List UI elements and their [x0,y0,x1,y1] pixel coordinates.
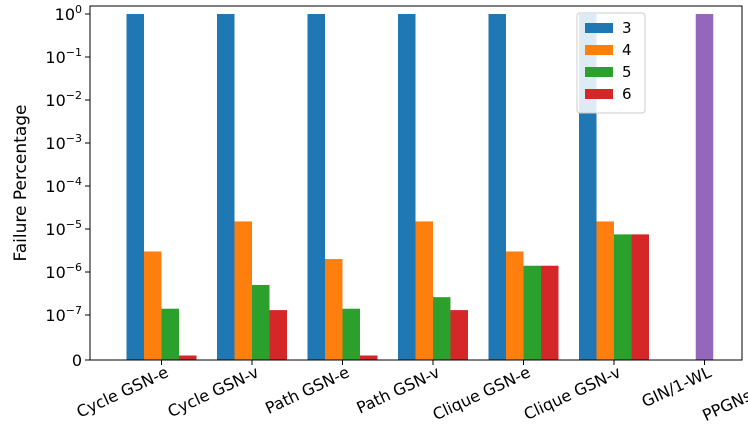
y-tick-label: 10−5 [45,218,82,239]
bar-series-6-1 [269,310,287,360]
legend-swatch-6 [585,89,613,99]
x-tick-label: Clique GSN-e [430,362,534,424]
y-tick-label: 10−7 [45,304,82,325]
legend-swatch-5 [585,67,613,77]
bar-series-4-5 [596,221,614,360]
bar-series-3-3 [398,14,416,360]
bar-series-3-4 [488,14,506,360]
legend-swatch-3 [585,23,613,33]
y-tick-label: 10−6 [45,261,82,282]
legend-box [576,12,646,114]
x-tick-label: Path GSN-e [262,362,352,417]
y-tick-label: 0 [72,351,82,370]
y-tick-label: 10−3 [45,132,82,153]
y-tick-label: 10−1 [45,46,82,67]
bar-series-5-5 [614,234,632,360]
bar-single-0 [695,14,714,360]
bar-series-6-2 [360,355,378,360]
y-tick-label: 10−4 [45,175,82,196]
bar-series-3-2 [307,14,325,360]
legend: 3 4 5 6 [576,12,646,114]
legend-swatch-4 [585,45,613,55]
x-tick-label: Clique GSN-v [521,362,624,423]
bar-series-6-0 [179,355,197,360]
bar-series-4-2 [325,259,343,360]
y-axis: 100 10−1 10−2 10−3 10−4 10−5 10−6 10−7 0 [45,3,90,370]
y-tick-label: 10−2 [45,89,82,110]
x-tick-label: Cycle GSN-e [73,362,171,421]
y-tick-label: 100 [55,3,82,24]
bar-series-6-4 [541,265,559,360]
bar-series-5-4 [523,265,541,360]
bar-series-6-5 [631,234,649,360]
legend-label-4: 4 [622,41,632,59]
bar-series-3-0 [126,14,144,360]
x-tick-label: Cycle GSN-v [165,362,262,421]
bar-series-4-1 [234,221,252,360]
x-tick-label: GIN/1-WL [639,362,715,411]
bar-series-4-4 [506,251,524,360]
plot-frame [89,5,743,361]
bar-series-5-0 [161,308,179,360]
bar-series-5-3 [433,297,451,360]
y-axis-title: Failure Percentage [11,105,31,262]
legend-label-3: 3 [622,19,632,37]
bars-group [126,14,714,360]
bar-series-4-0 [144,251,162,360]
bar-series-6-3 [450,310,468,360]
legend-label-6: 6 [622,85,632,103]
x-tick-label: Path GSN-v [353,362,442,417]
bar-series-3-1 [217,14,235,360]
bar-series-5-2 [342,308,360,360]
legend-label-5: 5 [622,63,632,81]
bar-series-5-1 [252,284,270,360]
bar-series-4-3 [415,221,433,360]
